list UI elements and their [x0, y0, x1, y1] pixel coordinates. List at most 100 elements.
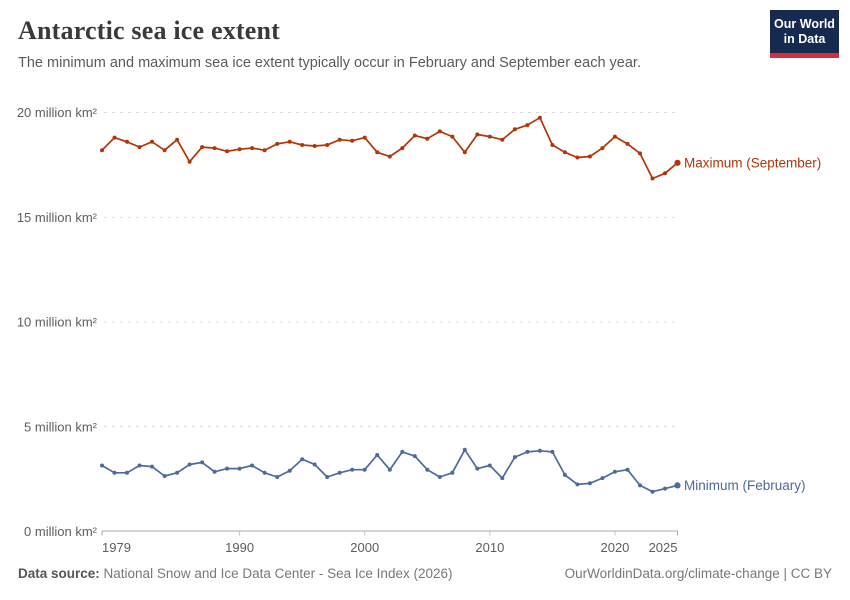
data-point[interactable] — [262, 148, 267, 153]
maximum-series-line[interactable] — [101, 116, 679, 180]
data-point[interactable] — [650, 489, 655, 494]
data-point[interactable] — [462, 447, 467, 452]
data-point[interactable] — [137, 463, 142, 468]
data-point[interactable] — [487, 134, 492, 139]
data-point[interactable] — [437, 475, 442, 479]
data-point[interactable] — [600, 146, 605, 151]
data-point[interactable] — [287, 139, 292, 144]
data-point[interactable] — [450, 134, 455, 139]
data-point[interactable] — [575, 482, 580, 487]
data-point[interactable] — [325, 475, 330, 479]
data-point[interactable] — [200, 145, 205, 150]
data-point[interactable] — [350, 138, 355, 143]
data-point[interactable] — [362, 135, 367, 140]
data-point[interactable] — [250, 146, 255, 151]
data-point[interactable] — [587, 154, 592, 159]
data-point[interactable] — [225, 149, 230, 154]
data-point[interactable] — [300, 457, 305, 462]
data-point[interactable] — [562, 150, 567, 155]
data-point[interactable] — [562, 472, 567, 477]
data-point[interactable] — [400, 449, 405, 454]
data-point[interactable] — [200, 460, 205, 465]
data-point[interactable] — [625, 141, 630, 146]
data-point[interactable] — [337, 470, 342, 475]
data-point[interactable] — [500, 137, 505, 142]
data-point[interactable] — [212, 146, 217, 151]
data-point[interactable] — [638, 483, 642, 488]
data-point[interactable] — [412, 454, 417, 459]
data-point[interactable] — [187, 462, 192, 467]
data-point[interactable] — [425, 467, 430, 472]
data-point[interactable] — [300, 143, 305, 147]
data-point[interactable] — [575, 155, 580, 160]
data-point[interactable] — [512, 127, 517, 132]
owid-logo[interactable]: Our World in Data — [770, 10, 839, 58]
data-point[interactable] — [425, 136, 430, 141]
data-point[interactable] — [525, 449, 530, 454]
data-point[interactable] — [500, 476, 505, 481]
data-point[interactable] — [100, 148, 104, 153]
chart-subtitle: The minimum and maximum sea ice extent t… — [18, 55, 641, 71]
x-tick-label: 2020 — [600, 540, 629, 555]
data-point[interactable] — [262, 470, 267, 475]
data-point[interactable] — [312, 144, 317, 148]
data-point[interactable] — [625, 467, 630, 472]
data-point[interactable] — [475, 132, 480, 137]
data-point[interactable] — [362, 467, 367, 472]
data-point[interactable] — [512, 455, 517, 460]
data-point[interactable] — [537, 448, 542, 453]
data-point[interactable] — [587, 481, 592, 486]
data-point[interactable] — [550, 449, 555, 454]
data-point[interactable] — [150, 464, 154, 469]
data-point[interactable] — [237, 466, 242, 471]
data-point[interactable] — [650, 176, 655, 181]
data-point[interactable] — [462, 150, 467, 155]
data-point[interactable] — [612, 469, 617, 474]
data-point[interactable] — [325, 143, 330, 147]
data-point[interactable] — [450, 470, 455, 475]
data-point[interactable] — [612, 134, 617, 139]
data-point[interactable] — [137, 145, 142, 150]
data-point[interactable] — [187, 159, 192, 164]
data-point[interactable] — [674, 482, 681, 489]
data-point[interactable] — [638, 151, 642, 156]
data-point[interactable] — [250, 463, 255, 468]
data-point[interactable] — [350, 467, 355, 472]
data-point[interactable] — [375, 150, 380, 155]
data-point[interactable] — [475, 466, 480, 471]
data-point[interactable] — [237, 147, 242, 152]
data-point[interactable] — [674, 159, 681, 166]
data-point[interactable] — [150, 139, 154, 144]
data-point[interactable] — [212, 469, 217, 474]
data-point[interactable] — [225, 466, 230, 471]
data-point[interactable] — [175, 137, 180, 142]
data-point[interactable] — [663, 486, 667, 491]
data-point[interactable] — [400, 146, 405, 151]
data-point[interactable] — [125, 470, 129, 475]
data-point[interactable] — [550, 143, 555, 147]
data-point[interactable] — [112, 135, 117, 140]
data-point[interactable] — [412, 133, 417, 138]
data-point[interactable] — [537, 115, 542, 120]
data-point[interactable] — [162, 148, 167, 153]
data-point[interactable] — [112, 470, 117, 475]
attribution-link[interactable]: OurWorldinData.org/climate-change | CC B… — [564, 566, 832, 581]
data-point[interactable] — [100, 463, 104, 468]
data-point[interactable] — [663, 171, 667, 176]
data-point[interactable] — [162, 474, 167, 478]
data-point[interactable] — [600, 476, 605, 481]
data-point[interactable] — [175, 470, 180, 475]
data-point[interactable] — [125, 139, 129, 144]
data-point[interactable] — [487, 463, 492, 468]
data-point[interactable] — [387, 467, 392, 472]
data-point[interactable] — [312, 462, 317, 467]
data-point[interactable] — [437, 129, 442, 134]
data-point[interactable] — [337, 137, 342, 142]
data-point[interactable] — [275, 475, 280, 479]
data-point[interactable] — [387, 154, 392, 159]
data-point[interactable] — [287, 468, 292, 473]
data-point[interactable] — [275, 141, 280, 146]
data-point[interactable] — [525, 123, 530, 128]
data-point[interactable] — [375, 453, 380, 457]
